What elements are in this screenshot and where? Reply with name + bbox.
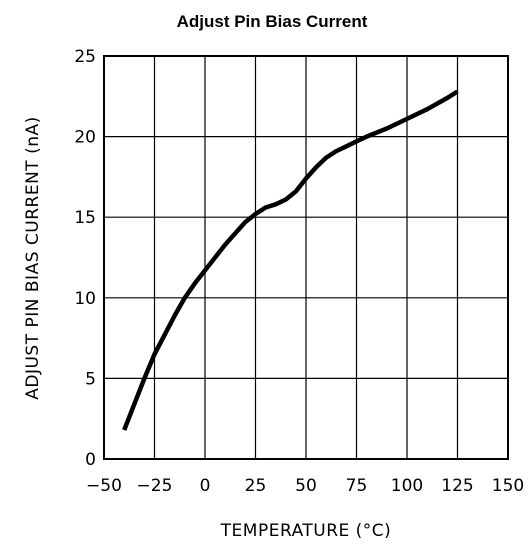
x-tick-label: 75	[346, 476, 368, 496]
x-axis-label: TEMPERATURE (°C)	[220, 521, 392, 541]
y-tick-label: 5	[85, 369, 96, 389]
x-tick-label: 0	[200, 476, 211, 496]
x-tick-label: 50	[295, 476, 317, 496]
y-tick-label: 25	[74, 47, 96, 67]
x-tick-label: 125	[441, 476, 473, 496]
y-tick-label: 10	[74, 289, 96, 309]
x-tick-label: 150	[492, 476, 524, 496]
x-tick-label: 100	[391, 476, 423, 496]
x-tick-label: −25	[137, 476, 173, 496]
y-axis-label: ADJUST PIN BIAS CURRENT (nA)	[23, 116, 43, 400]
x-tick-label: 25	[245, 476, 267, 496]
series-line	[122, 89, 459, 431]
y-tick-label: 0	[85, 450, 96, 470]
plot-frame	[103, 55, 509, 460]
chart-title: Adjust Pin Bias Current	[177, 12, 368, 31]
y-tick-label: 20	[74, 128, 96, 148]
grid	[103, 55, 509, 460]
y-tick-label: 15	[74, 208, 96, 228]
y-tick-labels: 0 5 10 15 20 25	[74, 47, 96, 470]
x-tick-labels: −50 −25 0 25 50 75 100 125 150	[86, 476, 524, 496]
x-tick-label: −50	[86, 476, 122, 496]
